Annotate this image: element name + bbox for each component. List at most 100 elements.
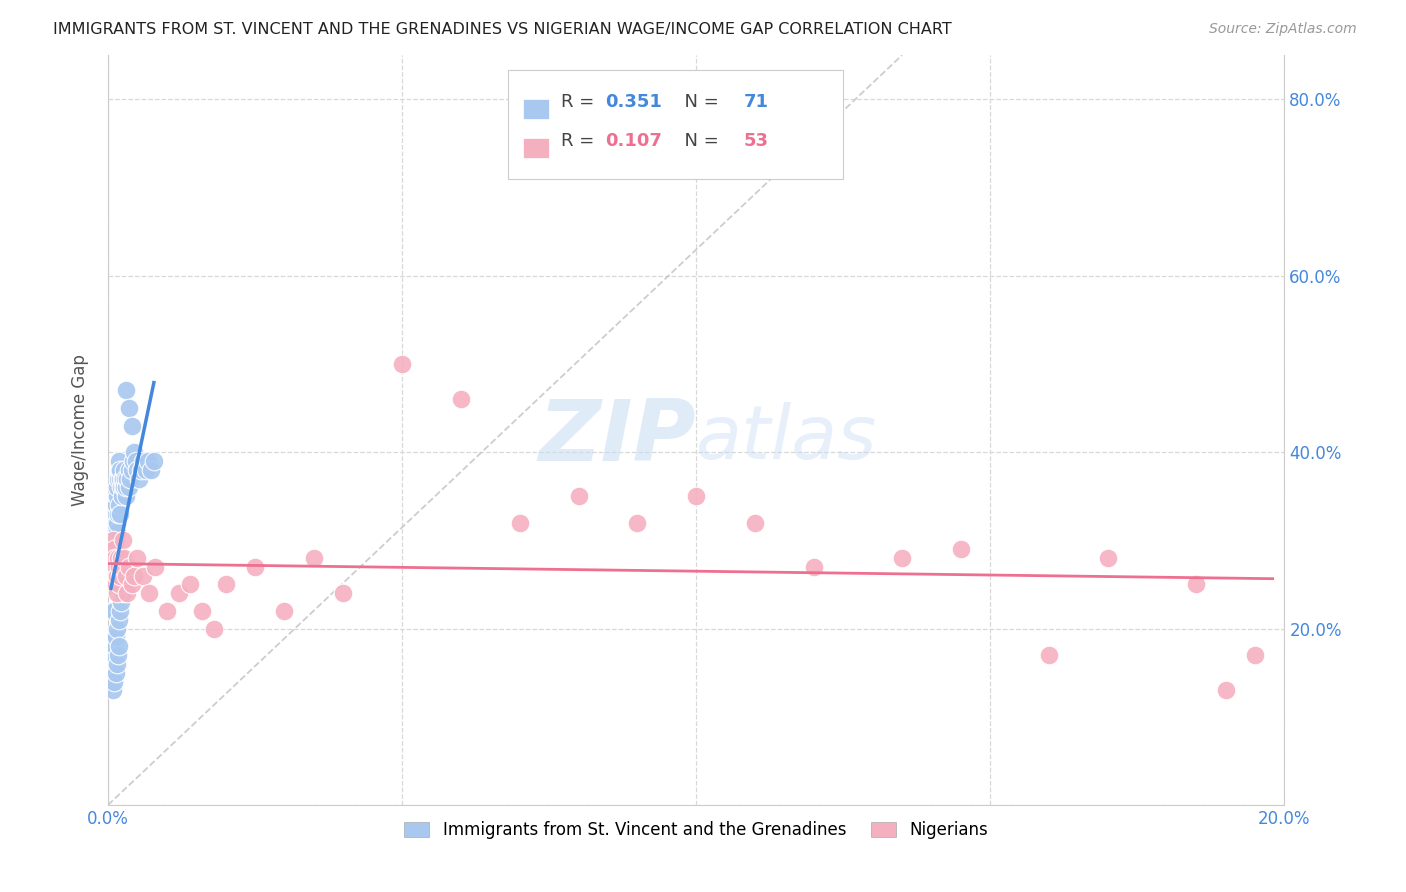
Point — [103, 648, 125, 662]
Point — [105, 586, 128, 600]
Point — [100, 568, 122, 582]
Point — [105, 559, 128, 574]
Point — [111, 480, 134, 494]
Point — [112, 472, 135, 486]
Point — [142, 454, 165, 468]
Point — [122, 445, 145, 459]
Point — [107, 577, 129, 591]
Point — [121, 463, 143, 477]
Text: N =: N = — [672, 94, 724, 112]
Point — [143, 559, 166, 574]
Point — [111, 489, 134, 503]
Point — [139, 463, 162, 477]
Point — [104, 551, 127, 566]
Point — [105, 631, 128, 645]
Point — [107, 507, 129, 521]
Point — [103, 542, 125, 557]
Text: R =: R = — [561, 94, 600, 112]
Point — [120, 472, 142, 486]
Point — [107, 613, 129, 627]
Point — [273, 604, 295, 618]
Point — [103, 542, 125, 557]
Point — [105, 533, 128, 548]
Point — [107, 498, 129, 512]
Point — [104, 524, 127, 539]
Point — [104, 568, 127, 582]
Point — [121, 577, 143, 591]
Point — [509, 516, 531, 530]
Point — [111, 586, 134, 600]
Point — [105, 657, 128, 671]
Point — [156, 604, 179, 618]
Point — [103, 559, 125, 574]
Point — [167, 586, 190, 600]
Point — [107, 516, 129, 530]
Point — [112, 463, 135, 477]
Point — [107, 480, 129, 494]
Point — [124, 568, 146, 582]
Point — [1215, 683, 1237, 698]
Point — [214, 577, 236, 591]
Point — [103, 551, 125, 566]
Point — [110, 472, 132, 486]
Point — [124, 454, 146, 468]
Point — [105, 489, 128, 503]
Point — [685, 489, 707, 503]
Point — [118, 480, 141, 494]
Point — [104, 542, 127, 557]
Point — [108, 559, 131, 574]
Point — [108, 639, 131, 653]
Point — [129, 463, 152, 477]
Point — [104, 639, 127, 653]
Point — [567, 489, 589, 503]
Point — [105, 524, 128, 539]
Point — [103, 631, 125, 645]
Point — [110, 480, 132, 494]
Point — [108, 454, 131, 468]
Point — [108, 604, 131, 618]
Point — [107, 551, 129, 566]
Point — [450, 392, 472, 407]
Point — [104, 559, 127, 574]
Point — [179, 577, 201, 591]
Point — [110, 463, 132, 477]
Point — [1097, 551, 1119, 566]
Point — [243, 559, 266, 574]
Point — [115, 480, 138, 494]
Point — [104, 665, 127, 680]
Point — [101, 533, 124, 548]
Point — [744, 516, 766, 530]
Point — [112, 533, 135, 548]
Point — [1038, 648, 1060, 662]
Point — [100, 551, 122, 566]
Point — [107, 568, 129, 582]
Point — [103, 516, 125, 530]
Text: IMMIGRANTS FROM ST. VINCENT AND THE GRENADINES VS NIGERIAN WAGE/INCOME GAP CORRE: IMMIGRANTS FROM ST. VINCENT AND THE GREN… — [53, 22, 952, 37]
Legend: Immigrants from St. Vincent and the Grenadines, Nigerians: Immigrants from St. Vincent and the Gren… — [398, 814, 995, 846]
FancyBboxPatch shape — [523, 99, 550, 119]
Point — [136, 454, 159, 468]
Point — [1244, 648, 1267, 662]
Point — [202, 622, 225, 636]
Point — [111, 559, 134, 574]
Point — [107, 622, 129, 636]
Text: Source: ZipAtlas.com: Source: ZipAtlas.com — [1209, 22, 1357, 37]
Point — [1185, 577, 1208, 591]
Point — [105, 498, 128, 512]
FancyBboxPatch shape — [523, 138, 550, 158]
Point — [891, 551, 914, 566]
Point — [132, 454, 155, 468]
Point — [103, 533, 125, 548]
Point — [100, 674, 122, 689]
Point — [121, 418, 143, 433]
Point — [138, 586, 160, 600]
Point — [135, 463, 157, 477]
Point — [108, 568, 131, 582]
Point — [107, 648, 129, 662]
Point — [101, 639, 124, 653]
Text: 53: 53 — [744, 132, 768, 151]
Point — [949, 542, 972, 557]
Point — [101, 577, 124, 591]
Point — [114, 489, 136, 503]
Point — [107, 463, 129, 477]
